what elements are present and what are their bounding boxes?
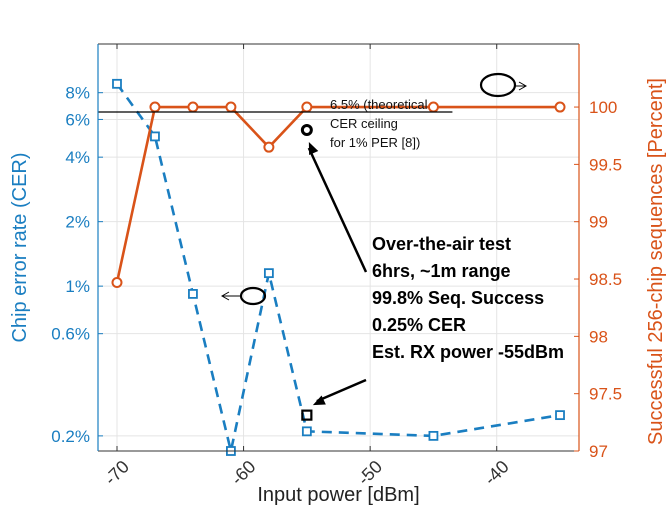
right-series-ellipse <box>479 72 517 98</box>
left-tick-label: 2% <box>65 213 90 232</box>
cer-point <box>188 289 198 299</box>
success-point <box>149 101 161 113</box>
success-point <box>554 101 566 113</box>
right-tick-label: 98.5 <box>589 270 622 289</box>
cer-point <box>150 131 160 142</box>
ota-cer: 0.25% CER <box>372 315 466 335</box>
left-tick-label: 1% <box>65 277 90 296</box>
x-tick-label: -70 <box>100 456 133 489</box>
right-tick-label: 97.5 <box>589 385 622 404</box>
success-line <box>115 105 561 283</box>
right-axis-label: Successful 256-chip sequences [Percent] <box>645 78 667 445</box>
right-pointer-arrow-head <box>518 81 528 91</box>
ota-success-marker <box>300 123 313 136</box>
success-series <box>111 101 566 288</box>
ota-success: 99.8% Seq. Success <box>372 288 544 308</box>
arrow-head-success <box>308 141 319 155</box>
annotations: 6.5% (theoretical CER ceiling for 1% PER… <box>98 72 564 421</box>
arrow-head-cer <box>312 395 326 406</box>
ceiling-label-line-1: 6.5% (theoretical <box>330 97 428 112</box>
ota-rx-power: Est. RX power -55dBm <box>372 342 564 362</box>
success-point <box>225 101 237 113</box>
ota-cer-marker <box>301 409 313 421</box>
ota-title: Over-the-air test <box>372 234 511 254</box>
arrow-to-cer-point <box>316 378 367 403</box>
axes: Input power [dBm] Chip error rate (CER) … <box>9 43 667 506</box>
success-point <box>427 101 439 113</box>
ceiling-label-line-2: CER ceiling <box>330 116 398 131</box>
cer-point <box>112 78 122 89</box>
success-point <box>263 141 275 153</box>
ota-callout: Over-the-air test 6hrs, ~1m range 99.8% … <box>372 234 564 362</box>
left-axis-label: Chip error rate (CER) <box>9 152 31 342</box>
x-axis-label: Input power [dBm] <box>257 484 419 506</box>
left-axis-indicator <box>220 286 267 306</box>
cer-point <box>301 426 312 437</box>
success-point <box>301 101 313 113</box>
ceiling-label-line-3: for 1% PER [8]) <box>330 135 420 150</box>
left-tick-label: 0.6% <box>51 325 90 344</box>
cer-point <box>263 268 274 279</box>
success-point <box>111 276 123 288</box>
success-point <box>187 101 199 113</box>
cer-point <box>555 410 565 421</box>
cer-point <box>428 430 439 441</box>
right-tick-label: 99 <box>589 213 608 232</box>
left-tick-label: 0.2% <box>51 427 90 446</box>
left-series-ellipse <box>239 286 267 306</box>
right-tick-label: 100 <box>589 98 617 117</box>
left-pointer-arrow-head <box>220 291 230 301</box>
right-tick-label: 98 <box>589 327 608 346</box>
ota-duration: 6hrs, ~1m range <box>372 261 511 281</box>
arrow-to-success-point <box>307 147 368 273</box>
right-axis-indicator <box>479 72 528 98</box>
left-tick-label: 8% <box>65 84 90 103</box>
right-tick-label: 97 <box>589 442 608 461</box>
cer-line <box>115 83 561 452</box>
left-tick-label: 4% <box>65 148 90 167</box>
right-tick-label: 99.5 <box>589 155 622 174</box>
x-tick-label: -40 <box>480 456 513 489</box>
x-tick-label: -60 <box>227 456 260 489</box>
left-tick-label: 6% <box>65 110 90 129</box>
